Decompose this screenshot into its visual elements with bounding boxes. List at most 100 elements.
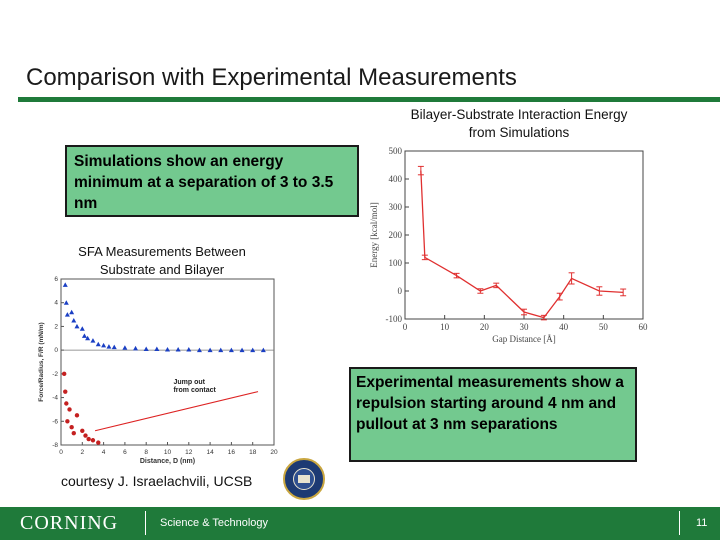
separation-point bbox=[74, 413, 80, 418]
approach-point bbox=[250, 347, 256, 353]
approach-point bbox=[62, 282, 68, 287]
y-tick-label: -100 bbox=[386, 314, 403, 324]
simulation-callout: Simulations show an energy minimum at a … bbox=[65, 145, 359, 217]
approach-point bbox=[90, 338, 96, 343]
approach-point bbox=[101, 342, 107, 348]
annotation-text: from contact bbox=[173, 387, 216, 394]
x-tick-label: 8 bbox=[144, 449, 148, 456]
x-tick-label: 10 bbox=[440, 322, 450, 332]
footer-separator bbox=[145, 511, 146, 535]
footer-text: Science & Technology bbox=[160, 517, 269, 529]
approach-point bbox=[143, 346, 149, 351]
approach-point bbox=[79, 326, 85, 331]
footer-separator bbox=[679, 511, 680, 535]
separation-point bbox=[80, 428, 85, 433]
y-tick-label: 500 bbox=[389, 146, 403, 156]
y-tick-label: 300 bbox=[389, 202, 403, 212]
x-tick-label: 12 bbox=[185, 449, 193, 456]
footer-bar: CORNING Science & Technology 11 bbox=[0, 507, 720, 540]
slide-title: Comparison with Experimental Measurement… bbox=[26, 64, 517, 91]
approach-point bbox=[239, 347, 245, 353]
x-tick-label: 20 bbox=[480, 322, 490, 332]
x-axis-label: Gap Distance [Å] bbox=[492, 334, 555, 344]
x-tick-label: 0 bbox=[59, 449, 63, 456]
separation-point bbox=[83, 433, 88, 438]
separation-point bbox=[86, 436, 91, 442]
separation-point bbox=[69, 425, 74, 430]
approach-point bbox=[133, 345, 139, 351]
x-tick-label: 18 bbox=[249, 449, 257, 456]
approach-point bbox=[122, 345, 128, 350]
y-tick-label: 100 bbox=[389, 258, 403, 268]
x-axis-label: Distance, D (nm) bbox=[140, 458, 195, 465]
x-tick-label: 50 bbox=[599, 322, 609, 332]
x-tick-label: 6 bbox=[123, 449, 127, 456]
x-tick-label: 2 bbox=[80, 449, 84, 456]
approach-point bbox=[186, 347, 192, 352]
annotation-text: Jump out bbox=[173, 379, 205, 386]
approach-point bbox=[228, 347, 234, 353]
x-tick-label: 30 bbox=[520, 322, 530, 332]
separation-point bbox=[61, 371, 67, 377]
approach-point bbox=[95, 341, 101, 347]
courtesy-credit: courtesy J. Israelachvili, UCSB bbox=[61, 473, 253, 489]
y-tick-label: 400 bbox=[389, 174, 403, 184]
approach-point bbox=[218, 347, 224, 353]
university-seal-icon bbox=[283, 458, 325, 500]
approach-point bbox=[154, 346, 160, 351]
approach-point bbox=[260, 347, 266, 353]
separation-point bbox=[71, 430, 76, 436]
y-tick-label: 0 bbox=[398, 286, 403, 296]
approach-point bbox=[64, 312, 70, 317]
corning-logo: CORNING bbox=[20, 512, 119, 534]
approach-point bbox=[63, 300, 69, 305]
x-tick-label: 0 bbox=[403, 322, 408, 332]
y-tick-label: 4 bbox=[54, 300, 58, 307]
page-number: 11 bbox=[696, 517, 708, 529]
x-tick-label: 4 bbox=[102, 449, 106, 456]
y-axis-label: Force/Radius, F/R (mN/m) bbox=[38, 322, 45, 401]
simulation-chart-caption: Bilayer-Substrate Interaction Energy fro… bbox=[410, 107, 628, 140]
sfa-force-chart: 0 2 4 6 8 10 12 14 16 18 20 -8 -6 -4 -2 0 2 4 6 Distance, D… bbox=[38, 276, 278, 465]
separation-point bbox=[63, 389, 68, 394]
approach-point bbox=[207, 347, 213, 353]
y-tick-label: 2 bbox=[54, 323, 58, 330]
y-tick-label: 200 bbox=[389, 230, 403, 240]
energy-series-line bbox=[420, 170, 624, 319]
approach-point bbox=[111, 344, 117, 350]
y-tick-label: -4 bbox=[52, 395, 58, 402]
approach-point bbox=[81, 333, 87, 338]
jump-out-arrow bbox=[94, 391, 259, 432]
y-axis-label: Energy [kcal/mol] bbox=[369, 202, 379, 268]
approach-point bbox=[69, 309, 75, 315]
approach-point bbox=[74, 323, 80, 329]
experiment-callout: Experimental measurements show a repulsi… bbox=[349, 367, 637, 462]
separation-point bbox=[96, 440, 101, 445]
y-tick-label: -2 bbox=[52, 371, 58, 378]
y-tick-label: 0 bbox=[54, 347, 58, 354]
approach-point bbox=[71, 318, 77, 323]
x-tick-label: 20 bbox=[270, 449, 278, 456]
separation-point bbox=[64, 401, 69, 406]
x-tick-label: 60 bbox=[639, 322, 649, 332]
x-tick-label: 40 bbox=[559, 322, 569, 332]
approach-point bbox=[165, 347, 170, 352]
x-tick-label: 16 bbox=[228, 449, 236, 456]
separation-point bbox=[65, 419, 70, 424]
x-tick-label: 10 bbox=[164, 449, 172, 456]
sfa-chart-caption: SFA Measurements Between Substrate and B… bbox=[78, 244, 246, 277]
separation-point bbox=[67, 407, 72, 412]
title-rule bbox=[18, 97, 720, 102]
approach-point bbox=[106, 344, 112, 349]
y-tick-label: 6 bbox=[54, 276, 58, 283]
y-tick-label: -8 bbox=[52, 442, 58, 449]
separation-point bbox=[90, 438, 96, 443]
y-tick-label: -6 bbox=[52, 418, 58, 425]
x-tick-label: 14 bbox=[206, 449, 214, 456]
plot-frame bbox=[60, 278, 275, 446]
plot-frame bbox=[404, 150, 644, 320]
approach-point bbox=[196, 347, 202, 353]
approach-point bbox=[175, 347, 181, 352]
approach-point bbox=[85, 335, 91, 341]
